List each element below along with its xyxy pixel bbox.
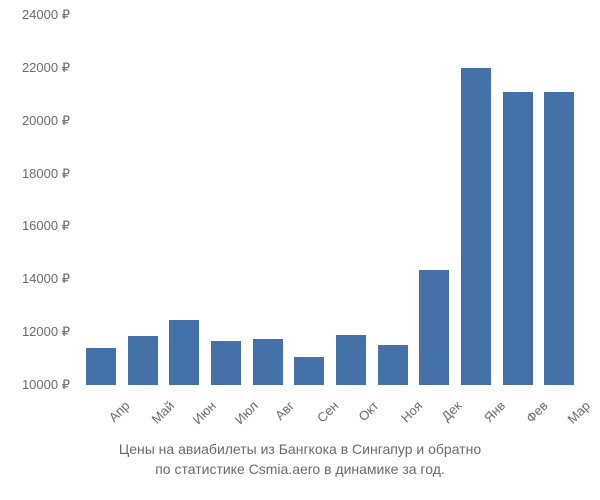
bar: [128, 336, 158, 385]
y-tick-label: 20000 ₽: [0, 113, 70, 129]
bar: [336, 335, 366, 385]
bar: [461, 68, 491, 385]
y-tick-label: 16000 ₽: [0, 218, 70, 234]
x-tick-label: Апр: [106, 398, 133, 425]
bar: [544, 92, 574, 385]
x-tick-label: Янв: [481, 398, 508, 425]
caption-line-1: Цены на авиабилеты из Бангкока в Сингапу…: [119, 441, 481, 457]
bar: [294, 357, 324, 385]
plot-area: [80, 15, 580, 385]
x-tick-label: Июл: [232, 398, 261, 427]
x-tick-label: Авг: [271, 398, 296, 423]
x-tick-label: Июн: [190, 398, 219, 427]
y-tick-label: 18000 ₽: [0, 166, 70, 182]
x-tick-label: Мар: [565, 398, 594, 427]
y-tick-label: 12000 ₽: [0, 324, 70, 340]
y-tick-label: 24000 ₽: [0, 7, 70, 23]
x-axis-labels: АпрМайИюнИюлАвгСенОктНояДекЯнвФевМар: [80, 390, 580, 440]
bar: [503, 92, 533, 385]
bar: [211, 341, 241, 385]
y-tick-label: 14000 ₽: [0, 271, 70, 287]
x-tick-label: Окт: [355, 398, 381, 424]
bar: [253, 339, 283, 385]
y-tick-label: 22000 ₽: [0, 60, 70, 76]
x-tick-label: Ноя: [397, 398, 424, 425]
x-tick-label: Фев: [523, 398, 551, 426]
bar: [169, 320, 199, 385]
bar: [419, 270, 449, 385]
x-tick-label: Май: [148, 398, 177, 427]
x-tick-label: Дек: [439, 398, 465, 424]
caption-line-2: по статистике Csmia.aero в динамике за г…: [155, 461, 445, 477]
x-tick-label: Сен: [314, 398, 341, 425]
chart-caption: Цены на авиабилеты из Бангкока в Сингапу…: [0, 440, 600, 479]
bar: [86, 348, 116, 385]
y-tick-label: 10000 ₽: [0, 377, 70, 393]
bar: [378, 345, 408, 385]
chart-container: [80, 15, 580, 385]
